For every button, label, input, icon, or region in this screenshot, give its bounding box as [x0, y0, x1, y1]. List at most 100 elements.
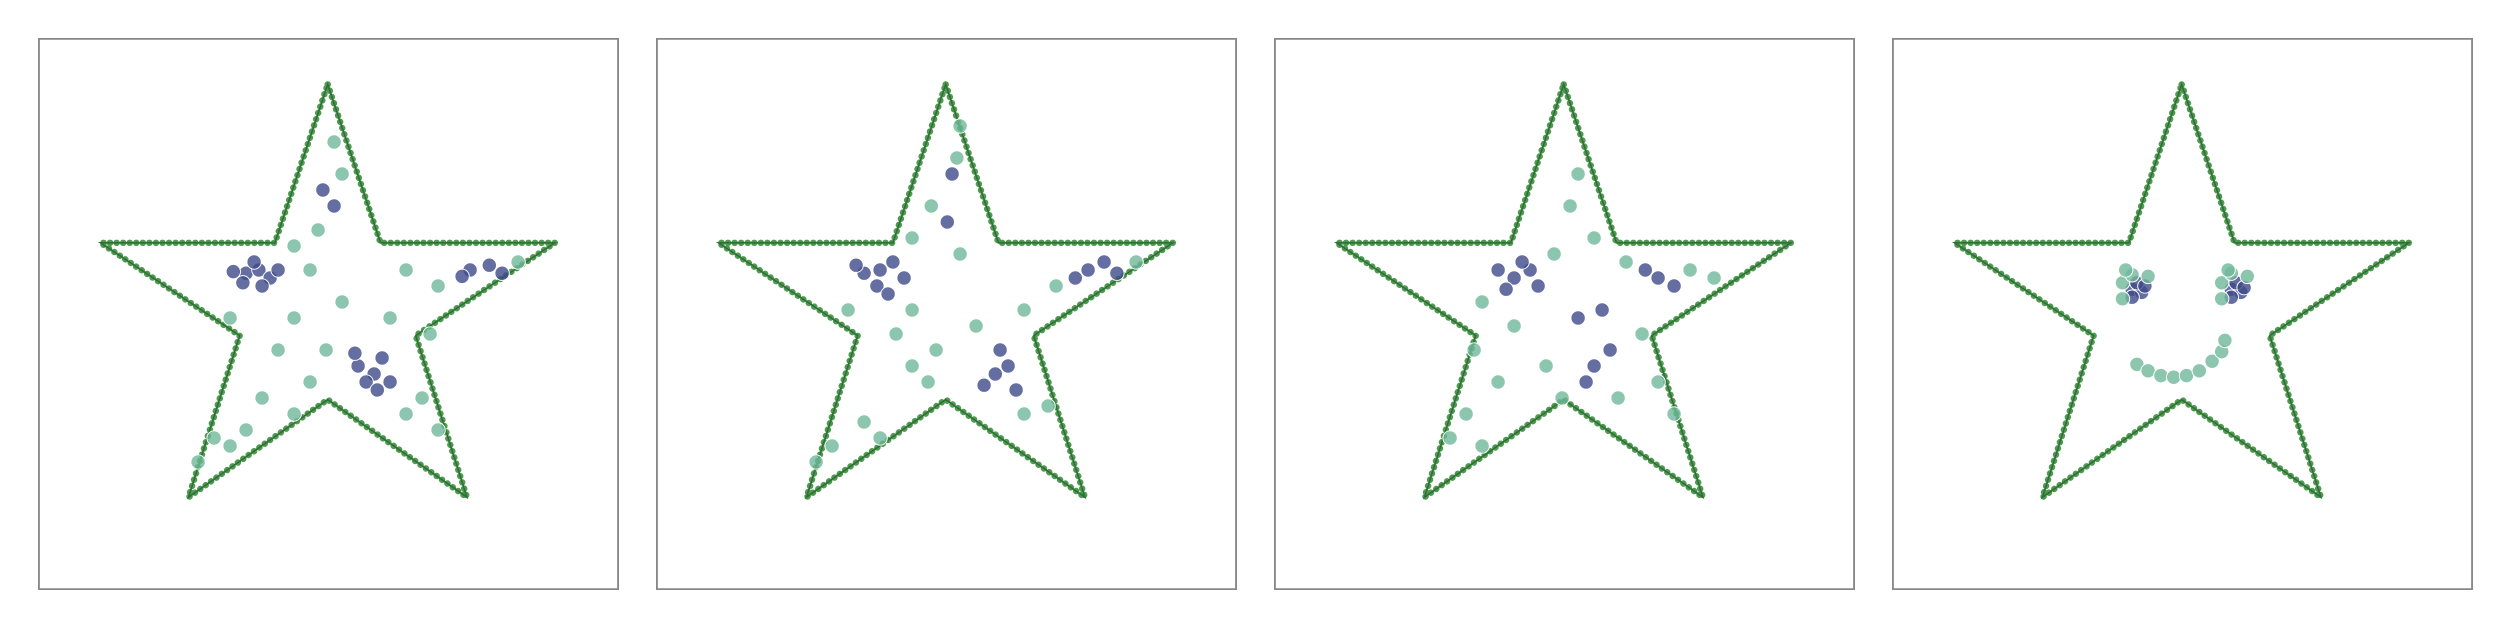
point: [920, 374, 936, 390]
point: [2220, 262, 2236, 278]
point: [315, 182, 331, 198]
point: [872, 430, 888, 446]
point: [1650, 374, 1666, 390]
point: [2217, 332, 2233, 349]
point: [949, 150, 965, 166]
point: [944, 166, 960, 182]
point: [481, 257, 497, 273]
point: [1682, 262, 1698, 278]
point: [190, 454, 206, 470]
point: [1530, 278, 1546, 294]
point: [885, 254, 901, 270]
point: [1570, 166, 1586, 182]
point: [2114, 291, 2131, 307]
point: [326, 198, 342, 214]
point: [454, 268, 470, 285]
point: [1514, 254, 1530, 270]
frame: [1274, 38, 1855, 590]
points: [190, 134, 526, 470]
point: [856, 414, 872, 430]
point: [952, 118, 968, 134]
point: [1578, 374, 1594, 390]
point: [414, 390, 430, 406]
point: [952, 246, 968, 262]
point: [2239, 268, 2255, 285]
point: [1506, 318, 1522, 334]
point: [1570, 310, 1586, 326]
point: [246, 254, 262, 270]
point: [1546, 246, 1562, 262]
panel: [1892, 38, 2473, 590]
frame: [656, 38, 1237, 590]
point: [270, 342, 286, 358]
point: [422, 326, 438, 342]
point: [2140, 268, 2156, 285]
point: [318, 342, 334, 358]
frame: [1892, 38, 2473, 590]
points: [808, 118, 1144, 470]
point: [206, 430, 222, 446]
point: [286, 406, 302, 422]
point: [302, 374, 318, 390]
point: [1474, 294, 1490, 310]
point: [254, 390, 270, 406]
point: [2178, 367, 2195, 384]
point: [1000, 358, 1016, 374]
point: [358, 374, 374, 390]
point: [347, 345, 363, 361]
point: [1586, 230, 1602, 246]
point: [1637, 262, 1653, 278]
point: [869, 278, 885, 294]
point: [1602, 342, 1618, 358]
point: [2118, 262, 2134, 278]
point: [1554, 390, 1570, 406]
panel: [656, 38, 1237, 590]
point: [334, 166, 350, 182]
frame: [38, 38, 619, 590]
point: [1128, 254, 1144, 270]
point: [350, 358, 366, 374]
point: [1067, 270, 1083, 286]
point: [992, 342, 1008, 358]
point: [270, 262, 286, 278]
point: [880, 286, 896, 302]
point: [1498, 281, 1514, 297]
point: [976, 377, 992, 393]
point: [923, 198, 939, 214]
point: [430, 278, 446, 294]
point: [369, 382, 385, 398]
point: [225, 263, 241, 280]
point: [2204, 353, 2220, 369]
point: [904, 230, 920, 246]
point: [2214, 291, 2230, 307]
point: [222, 310, 238, 326]
point: [1466, 342, 1482, 358]
point: [939, 214, 955, 230]
point: [848, 257, 864, 273]
point: [1096, 254, 1112, 270]
point: [286, 238, 302, 254]
point: [2166, 369, 2182, 385]
point: [1634, 326, 1650, 342]
point: [872, 262, 888, 278]
point: [1474, 438, 1490, 454]
point: [1562, 198, 1578, 214]
point: [824, 438, 840, 454]
point: [888, 326, 904, 342]
point: [2214, 275, 2230, 291]
point: [1610, 390, 1626, 406]
panel: [38, 38, 619, 590]
point: [808, 454, 824, 470]
point: [1538, 358, 1554, 374]
point: [1080, 262, 1096, 278]
point: [235, 275, 251, 291]
point: [1048, 278, 1064, 294]
point: [510, 254, 526, 270]
point: [286, 310, 302, 326]
point: [382, 310, 398, 326]
point: [1016, 302, 1032, 318]
point: [987, 366, 1003, 382]
point: [254, 278, 270, 294]
point: [1666, 406, 1682, 422]
